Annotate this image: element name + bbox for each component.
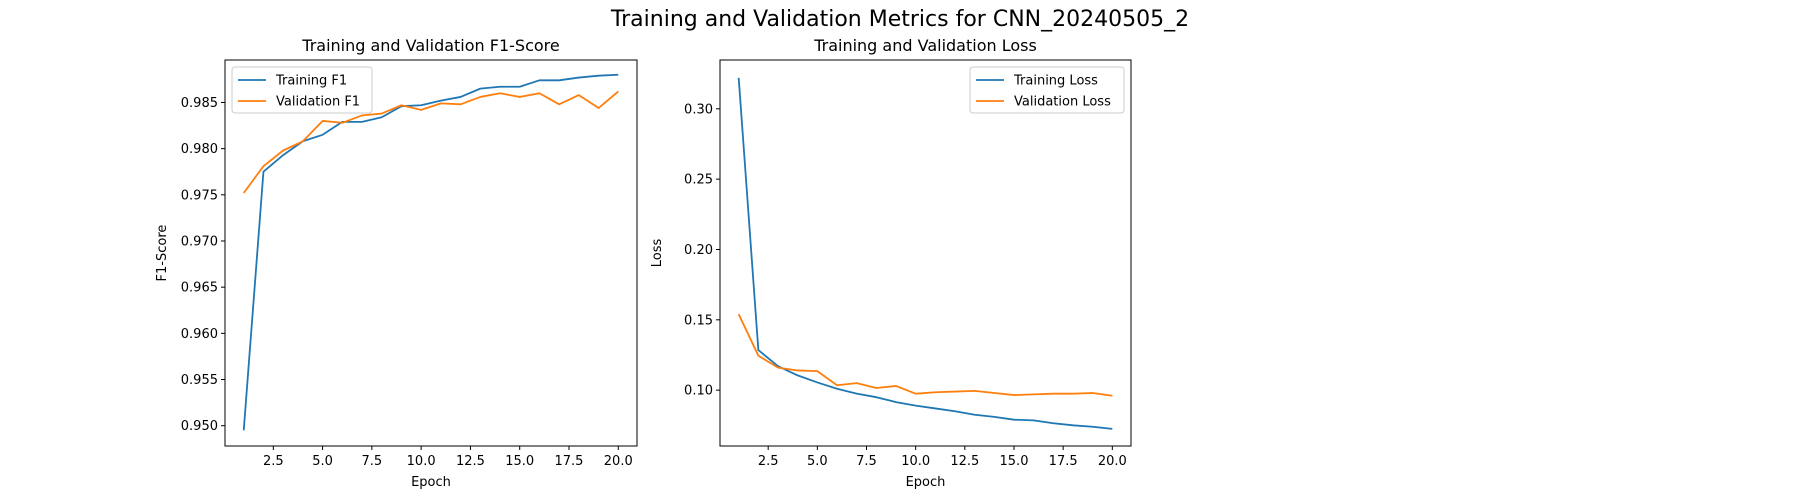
figure-title: Training and Validation Metrics for CNN_…: [610, 7, 1189, 32]
x-tick-label: 15.0: [505, 454, 534, 469]
legend-label: Training F1: [275, 74, 347, 89]
legend-box: [969, 66, 1125, 114]
chart-title: Training and Validation Loss: [813, 36, 1037, 55]
y-tick-label: 0.965: [181, 281, 218, 296]
legend: Training Loss Validation Loss: [969, 66, 1125, 114]
y-tick-label: 0.15: [684, 313, 713, 328]
x-tick-label: 2.5: [758, 454, 779, 469]
chart-title: Training and Validation F1-Score: [301, 36, 559, 55]
series-line-training-f1: [242, 73, 619, 431]
legend: Training F1 Validation F1: [231, 66, 373, 114]
plot-frame: [719, 59, 1132, 447]
y-tick-label: 0.960: [181, 327, 218, 342]
loss-chart: Training and Validation Loss 2.5 5.0 7.5 10.…: [650, 36, 1132, 490]
x-axis-label: Epoch: [411, 475, 451, 490]
x-tick-label: 10.0: [407, 454, 436, 469]
x-tick-label: 7.5: [856, 454, 877, 469]
y-tick-label: 0.30: [684, 102, 713, 117]
y-tick-label: 0.20: [684, 243, 713, 258]
legend-label: Validation Loss: [1014, 95, 1111, 110]
y-tick-label: 0.955: [181, 373, 218, 388]
series-line-validation-loss: [737, 313, 1113, 397]
y-tick-label: 0.950: [181, 419, 218, 434]
x-tick-label: 20.0: [1098, 454, 1127, 469]
x-tick-label: 5.0: [312, 454, 333, 469]
y-axis-label: Loss: [650, 239, 665, 268]
y-tick-label: 0.975: [181, 188, 218, 203]
x-tick-label: 10.0: [901, 454, 930, 469]
x-tick-label: 12.5: [456, 454, 485, 469]
legend-label: Training Loss: [1013, 74, 1098, 89]
x-axis-label: Epoch: [906, 475, 946, 490]
x-tick-label: 20.0: [604, 454, 633, 469]
plot-frame: [224, 59, 638, 447]
y-tick-label: 0.25: [684, 173, 713, 188]
x-tick-label: 2.5: [263, 454, 284, 469]
legend-box: [231, 66, 373, 114]
legend-label: Validation F1: [276, 95, 360, 110]
series-line-validation-f1: [243, 90, 619, 194]
x-tick-label: 15.0: [1000, 454, 1029, 469]
x-tick-label: 12.5: [950, 454, 979, 469]
y-axis-label: F1-Score: [155, 225, 170, 282]
x-tick-label: 17.5: [1049, 454, 1078, 469]
y-tick-label: 0.980: [181, 142, 218, 157]
x-tick-label: 7.5: [362, 454, 383, 469]
y-tick-label: 0.985: [181, 96, 218, 111]
series-line-training-loss: [737, 77, 1113, 430]
f1-score-chart: Training and Validation F1-Score 2.5 5.0 7.…: [155, 36, 638, 490]
x-tick-label: 17.5: [555, 454, 584, 469]
y-tick-label: 0.10: [684, 384, 713, 399]
x-tick-label: 5.0: [807, 454, 828, 469]
y-tick-label: 0.970: [181, 234, 218, 249]
